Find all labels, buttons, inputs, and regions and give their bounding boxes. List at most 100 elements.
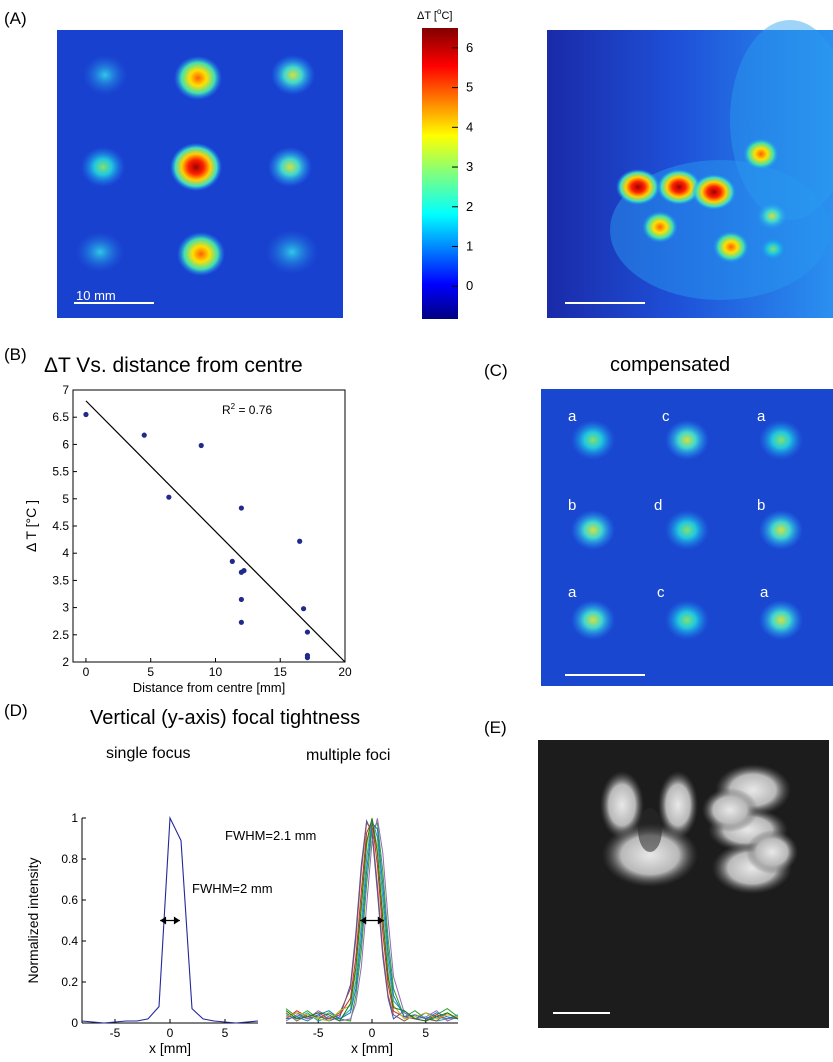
focus-spot: [759, 420, 803, 460]
x-tick-label: 10: [209, 665, 223, 679]
y-tick-label: 5: [62, 492, 69, 506]
profile-line: [285, 818, 459, 1022]
x-tick-label: 0: [167, 1026, 174, 1040]
scatter-point: [300, 606, 307, 612]
scatter-point: [238, 505, 244, 511]
focus-letters: a c a b d b a c a: [568, 408, 769, 601]
panel-d-title: Vertical (y-axis) focal tightness: [90, 707, 360, 729]
focus-spot: [170, 143, 222, 191]
y-tick-label: 6.5: [52, 410, 69, 424]
focus-letter: c: [662, 408, 670, 425]
y-tick-label: 7: [62, 383, 69, 397]
colorbar-tick-label: 5: [466, 80, 473, 95]
colorbar-tick-label: 2: [466, 199, 473, 214]
x-tick-label: 5: [147, 665, 154, 679]
x-tick-label: 0: [83, 665, 90, 679]
focus-spot: [268, 147, 312, 187]
arrow-head: [377, 916, 384, 925]
scatter-point: [141, 432, 147, 438]
focus-letter: c: [657, 584, 665, 601]
focus-spot: [616, 169, 660, 205]
x-tick-label: 5: [222, 1026, 229, 1040]
panel-label-b: (B): [4, 345, 27, 364]
focus-spot: [665, 420, 709, 460]
focus-spot: [571, 600, 615, 640]
colorbar-tick-label: 6: [466, 40, 473, 55]
arrow-head: [173, 916, 180, 925]
focus-spot: [756, 202, 788, 230]
scatter-point: [166, 494, 172, 500]
letter-u-shape: [600, 771, 698, 887]
focus-spot: [81, 147, 125, 187]
y-tick-label: 0.4: [61, 934, 78, 948]
focus-spot: [713, 231, 749, 263]
chart-b: 2 2.5 3 3.5 4 4.5 5 5.5 6 6.5 7 0 5 10 15 20 Distance fr…: [23, 383, 352, 695]
right-subtitle: multiple foci: [306, 747, 390, 764]
y-tick-label: 3.5: [52, 573, 69, 587]
focus-letter: a: [568, 408, 577, 425]
profile-line: [81, 815, 259, 1024]
r2-annotation: R2 = 0.76: [222, 402, 272, 417]
focus-spot: [665, 600, 709, 640]
profile-line: [285, 821, 459, 1022]
fwhm-right: FWHM=2.1 mm: [225, 828, 316, 843]
focus-spot: [266, 230, 318, 274]
y-tick-label: 0.2: [61, 975, 78, 989]
fit-line: [85, 400, 346, 663]
y-tick-label: 3: [62, 601, 69, 615]
profile-line: [285, 821, 459, 1022]
colorbar-tick-label: 1: [466, 238, 473, 253]
scatter-point: [304, 629, 311, 635]
y-tick-label: 6: [62, 437, 69, 451]
focus-spot: [759, 510, 803, 550]
focus-letter: a: [568, 584, 577, 601]
colorbar-tick-label: 4: [466, 119, 473, 134]
y-axis-label: Δ T [°C ]: [23, 500, 39, 552]
heatmap-left: [57, 30, 343, 318]
focus-letter: a: [757, 408, 766, 425]
x-tick-label: 0: [369, 1026, 376, 1040]
chart-b-title: ΔT Vs. distance from centre: [44, 354, 303, 377]
focus-spot: [743, 138, 779, 170]
focus-letter: a: [760, 584, 769, 601]
y-tick-label: 5.5: [52, 465, 69, 479]
focus-spot: [571, 510, 615, 550]
scatter-point: [304, 655, 311, 661]
focus-spot: [571, 420, 615, 460]
panel-label-d: (D): [4, 701, 28, 720]
colorbar-tick-label: 3: [466, 159, 473, 174]
profile-line: [285, 818, 459, 1022]
x-tick-label: 5: [422, 1026, 429, 1040]
focus-letter: b: [757, 497, 765, 514]
focus-spot: [692, 174, 736, 210]
scatter-point: [238, 619, 244, 625]
y-tick-label: 4: [62, 546, 69, 560]
chart-d-right: -5 0 5 x [mm]: [285, 817, 459, 1056]
panel-label-a: (A): [4, 9, 27, 28]
scatter-point: [198, 442, 204, 449]
scatter-point: [83, 411, 89, 418]
colorbar-tick-label: 0: [466, 278, 473, 293]
focus-spot: [665, 510, 709, 550]
fwhm-left: FWHM=2 mm: [192, 881, 273, 896]
colorbar-title: ΔT [oC]: [417, 7, 452, 22]
focus-spot: [759, 600, 803, 640]
focus-letter: d: [654, 497, 662, 514]
heatmap-right: [547, 20, 833, 318]
scatter-point: [229, 558, 235, 564]
x-axis-label: Distance from centre [mm]: [133, 680, 285, 695]
profile-line: [285, 817, 459, 1022]
focus-letter: b: [568, 497, 576, 514]
x-tick-label: -5: [110, 1026, 121, 1040]
focus-spot: [177, 232, 225, 276]
chart-d-left: 0 0.2 0.4 0.6 0.8 1 Normalized intensity -5 0 5 x …: [25, 811, 259, 1056]
panel-label-e: (E): [484, 718, 507, 737]
arrow-head: [160, 916, 167, 925]
focus-spot: [657, 169, 701, 205]
scatter-point: [297, 538, 303, 544]
x-tick-label: 15: [274, 665, 288, 679]
y-tick-label: 2: [62, 655, 69, 669]
colorbar-ticks: 6 5 4 3 2 1 0: [452, 40, 473, 293]
scatter-point: [238, 596, 244, 603]
